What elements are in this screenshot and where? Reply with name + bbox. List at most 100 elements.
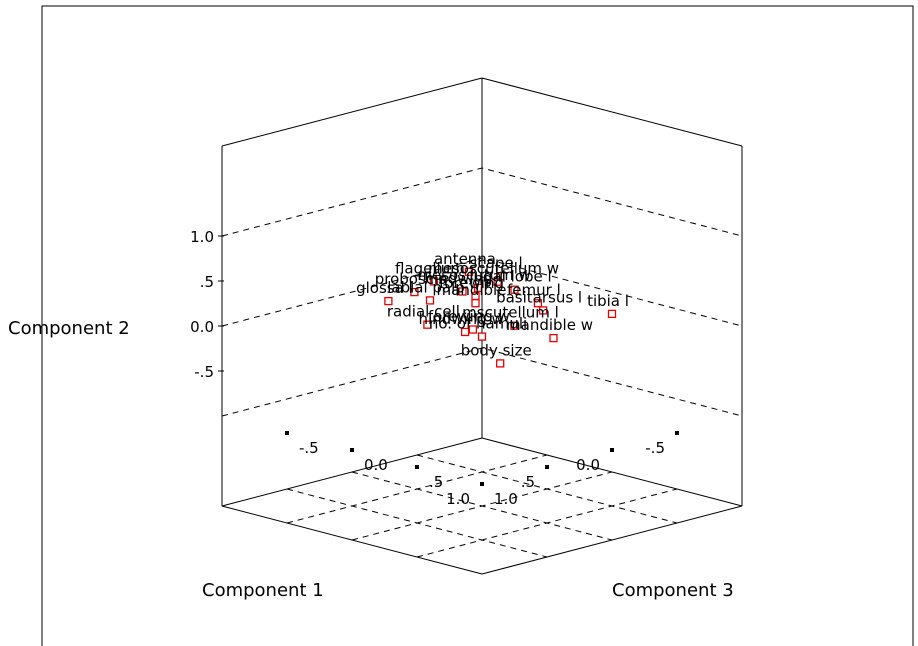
data-point: labial palp [387,278,465,305]
point-marker [460,327,470,337]
x-tick-label: 1.0 [446,490,470,508]
point-label: mandible [437,281,507,299]
point-marker [496,359,505,368]
point-marker [384,296,393,306]
point-marker [464,267,474,276]
right-wall-top-edge [481,77,743,147]
data-point: glossa l [356,279,413,306]
data-point: mesoscutum w [417,266,531,293]
point-marker [493,277,502,286]
point-marker [425,296,435,305]
point-marker [549,333,558,343]
grid-y-0.0 [221,257,743,327]
data-point: body size [461,341,532,368]
point-label: flagellum [395,259,465,277]
y-tick-label: .5 [200,273,214,291]
point-label: mandible w [506,316,593,334]
tick-marks [218,235,679,486]
point-marker [533,299,543,308]
data-point: mscutellum l [462,304,559,330]
left-wall-top-edge [221,77,483,147]
point-label: no. of hamuli [429,315,527,333]
z-tick-label: 0.0 [364,456,388,474]
x-tick-mark [675,431,679,435]
z-tick-mark [415,465,419,469]
point-label: tibia l [587,292,629,310]
point-marker [510,285,519,294]
data-point: mesoscutellum w [428,260,559,286]
point-marker [423,320,432,329]
point-marker [471,299,480,308]
wall-gridlines [221,167,743,417]
point-label: jugal lobe l [468,268,551,286]
z-tick-label: -.5 [299,439,319,457]
z-tick-mark [350,448,354,452]
cube-frame [221,77,743,575]
x-tick-label: 0.0 [576,456,600,474]
y-tick-label: 0.0 [190,318,214,336]
point-label: mscutellum l [462,304,559,322]
outer-border [41,5,914,646]
point-label: antenna [434,250,496,268]
y-axis-title: Component 2 [8,318,130,339]
point-marker [468,325,478,334]
point-marker [473,283,483,293]
grid-y-neg0.5 [221,347,743,417]
point-label: forewing [439,274,504,292]
point-label: scape l [470,254,523,272]
y-tick-label: -.5 [194,363,214,381]
data-point: antenna [434,250,496,276]
x-axis-title: Component 1 [202,580,324,601]
x-tick-mark [610,448,614,452]
x-tick-mark [545,465,549,469]
z-tick-mark [480,482,484,486]
data-point: forewing [439,274,504,301]
point-label: proboscis [375,270,446,288]
point-marker [538,306,548,315]
point-marker [477,332,487,341]
floor-grid-d [286,454,548,524]
floor-gridlines [286,454,678,558]
point-label: mesoscutum w [417,266,530,284]
data-point: no. of hamuli [429,315,527,341]
point-label: hindwing [424,270,492,288]
point-label: body size [461,341,532,359]
z-axis-title: Component 3 [612,580,734,601]
point-label: forewing w [428,308,510,326]
tick-labels: 1.0.50.0-.51.0.50.0-.5-.50.0.51.0 [190,228,665,508]
point-label: radial cell [387,303,460,321]
point-marker [429,277,439,286]
data-point: jugal lobe l [468,268,552,294]
x-tick-label: -.5 [645,439,665,457]
data-point: mandible w [506,316,593,343]
point-label: labial palp [387,278,465,296]
point-label: mesoscutellum w [428,260,559,278]
point-marker [607,309,617,319]
data-point: hindwing w [418,310,504,337]
point-label: femur l [507,281,561,299]
x-tick-label: .5 [521,473,535,491]
data-point: forewing w [428,308,510,334]
point-marker [410,287,419,297]
data-point: radial cell [387,303,460,329]
data-point: femur l [507,281,561,308]
data-point: basitarsus l [496,288,582,315]
data-point: flagellum [395,259,465,286]
data-point: mandible [437,281,507,308]
point-label: glossa l [356,279,413,297]
floor-grid-f [416,488,678,558]
point-label: hindwing w [418,310,503,328]
data-point: hindwing [424,270,493,296]
z-tick-label: 1.0 [494,490,518,508]
y-tick-label: 1.0 [190,228,214,246]
point-marker [510,321,519,330]
grid-y-0.5 [221,167,743,237]
point-marker [458,287,467,296]
z-tick-mark [285,431,289,435]
floor-grid-e [351,471,613,541]
point-label: basitarsus l [496,288,582,306]
data-point: proboscis [375,270,446,297]
data-point: tibia l [587,292,629,319]
